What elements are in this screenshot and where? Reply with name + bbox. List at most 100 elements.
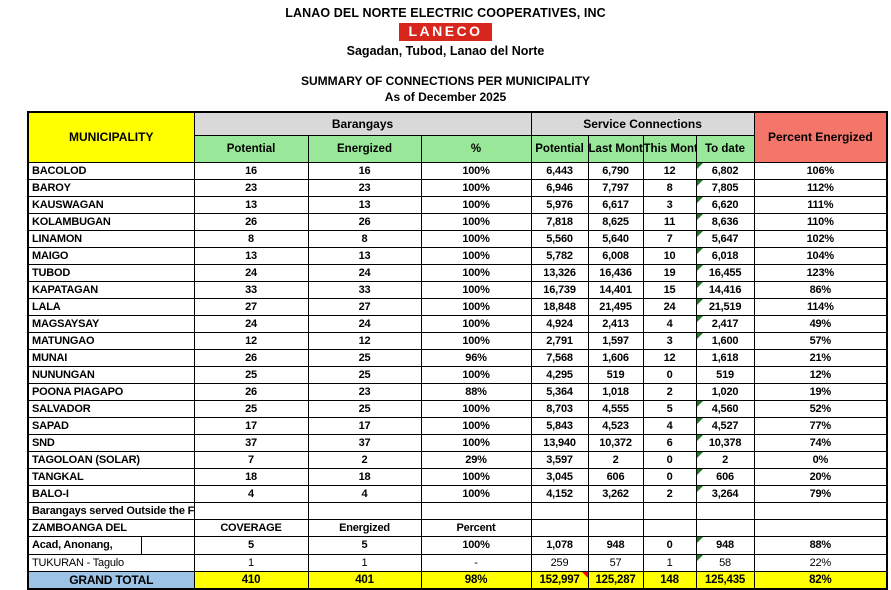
value-cell: 1,606: [587, 348, 644, 367]
value-cell: 110%: [753, 212, 888, 231]
table-row: KOLAMBUGAN 26 26 100% 7,818 8,625 11 8,636 110%: [27, 212, 888, 231]
column-header-last-month: Last Month: [587, 134, 644, 163]
value-cell: 57: [587, 553, 644, 572]
value-cell: [753, 501, 888, 520]
value-cell: 3: [642, 331, 697, 350]
value-cell: 26: [307, 212, 422, 231]
value-cell: 24: [307, 314, 422, 333]
value-cell: 15: [642, 280, 697, 299]
municipality-cell: ZAMBOANGA DEL: [27, 518, 195, 537]
value-cell: 13: [307, 246, 422, 265]
grand-total-label: GRAND TOTAL: [27, 570, 195, 589]
value-cell: 1,020: [695, 382, 755, 401]
value-cell: 3,045: [530, 467, 589, 486]
value-cell: 37: [307, 433, 422, 452]
value-cell: 6,620: [695, 195, 755, 214]
value-cell: 106%: [753, 161, 888, 180]
value-cell: 10: [642, 246, 697, 265]
value-cell: 18,848: [530, 297, 589, 316]
value-cell: 8: [193, 229, 309, 248]
value-cell: 23: [307, 178, 422, 197]
value-cell: [642, 501, 697, 520]
value-cell: 12%: [753, 365, 888, 384]
value-cell: 5,782: [530, 246, 589, 265]
value-cell: 5,640: [587, 229, 644, 248]
table-row: SAPAD 17 17 100% 5,843 4,523 4 4,527 77%: [27, 416, 888, 435]
red-comment-flag-icon: [581, 571, 588, 578]
grand-total-cell: 82%: [753, 570, 888, 589]
value-cell: 8: [307, 229, 422, 248]
value-cell: 100%: [420, 484, 532, 503]
value-cell: 6,617: [587, 195, 644, 214]
table-row: ZAMBOANGA DEL COVERAGE Energized Percent: [27, 518, 888, 537]
value-cell: 4,152: [530, 484, 589, 503]
value-cell: 7: [642, 229, 697, 248]
value-cell: 6,946: [530, 178, 589, 197]
value-cell: 27: [307, 297, 422, 316]
column-group-barangays: Barangays: [193, 111, 532, 136]
value-cell: 7,568: [530, 348, 589, 367]
value-cell: 5,560: [530, 229, 589, 248]
value-cell: 519: [587, 365, 644, 384]
value-cell: 37: [193, 433, 309, 452]
column-group-service-connections: Service Connections: [530, 111, 755, 136]
value-cell: 88%: [753, 535, 888, 555]
municipality-cell: LINAMON: [27, 229, 195, 248]
value-cell: 114%: [753, 297, 888, 316]
table-row: POONA PIAGAPO 26 23 88% 5,364 1,018 2 1,020 19%: [27, 382, 888, 401]
value-cell: 100%: [420, 161, 532, 180]
table-row: SND 37 37 100% 13,940 10,372 6 10,378 74%: [27, 433, 888, 452]
green-error-flag-icon: [697, 265, 703, 271]
table-row: TAGOLOAN (SOLAR) 7 2 29% 3,597 2 0 2 0%: [27, 450, 888, 469]
value-cell: 4: [307, 484, 422, 503]
table-row: TUBOD 24 24 100% 13,326 16,436 19 16,455 123%: [27, 263, 888, 282]
value-cell: 18: [307, 467, 422, 486]
grand-total-cell: 152,997: [530, 570, 589, 589]
value-cell: 100%: [420, 416, 532, 435]
value-cell: 100%: [420, 229, 532, 248]
value-cell: 3,262: [587, 484, 644, 503]
value-cell: 19%: [753, 382, 888, 401]
value-cell: 5,976: [530, 195, 589, 214]
column-header-barangays-percent: %: [420, 134, 532, 163]
green-error-flag-icon: [697, 282, 703, 288]
municipality-cell: MATUNGAO: [27, 331, 195, 350]
value-cell: 6,443: [530, 161, 589, 180]
value-cell: 12: [307, 331, 422, 350]
value-cell: 23: [193, 178, 309, 197]
value-cell: 2: [695, 450, 755, 469]
column-header-barangays-energized: Energized: [307, 134, 422, 163]
municipality-cell: LALA: [27, 297, 195, 316]
value-cell: 1: [307, 553, 422, 572]
value-cell: 26: [193, 382, 309, 401]
value-cell: 25: [193, 365, 309, 384]
green-error-flag-icon: [697, 197, 703, 203]
value-cell: 3,597: [530, 450, 589, 469]
municipality-cell: NUNUNGAN: [27, 365, 195, 384]
value-cell: 100%: [420, 297, 532, 316]
value-cell: 13: [193, 246, 309, 265]
value-cell: 1: [193, 553, 309, 572]
value-cell: 33: [307, 280, 422, 299]
value-cell: 74%: [753, 433, 888, 452]
company-address: Sagadan, Tubod, Lanao del Norte: [346, 44, 545, 58]
value-cell: 25: [307, 365, 422, 384]
value-cell: 1,018: [587, 382, 644, 401]
value-cell: 0%: [753, 450, 888, 469]
municipality-cell: Acad, Anonang,: [27, 535, 195, 555]
value-cell: 26: [193, 348, 309, 367]
green-error-flag-icon: [697, 180, 703, 186]
column-header-this-month: This Month: [642, 134, 697, 163]
grand-total-cell: 401: [307, 570, 422, 589]
value-cell: 10,378: [695, 433, 755, 452]
value-cell: 104%: [753, 246, 888, 265]
green-error-flag-icon: [697, 231, 703, 237]
value-cell: 2: [642, 484, 697, 503]
municipality-cell: MAIGO: [27, 246, 195, 265]
value-cell: 7: [193, 450, 309, 469]
value-cell: 16,436: [587, 263, 644, 282]
value-cell: 19: [642, 263, 697, 282]
table-row: MAGSAYSAY 24 24 100% 4,924 2,413 4 2,417 49%: [27, 314, 888, 333]
green-error-flag-icon: [697, 333, 703, 339]
value-cell: 26: [193, 212, 309, 231]
